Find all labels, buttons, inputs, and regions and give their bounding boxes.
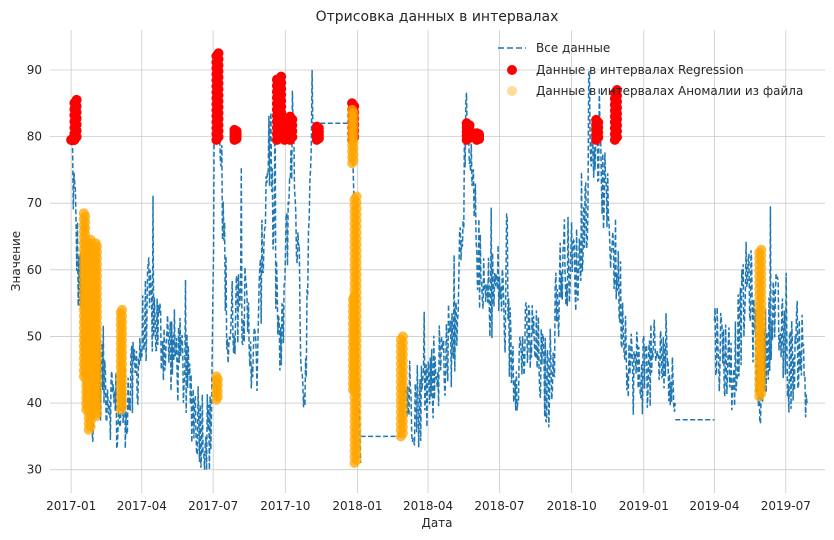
y-tick-label: 70 — [27, 196, 42, 210]
x-tick-label: 2019-04 — [689, 499, 739, 513]
all-data-line-segment — [713, 206, 808, 424]
x-tick-label: 2019-07 — [761, 499, 811, 513]
legend-swatch-anomaly — [507, 86, 517, 96]
all-data-line-segment — [70, 69, 314, 470]
x-axis-ticks: 2017-01 2017-04 2017-07 2017-10 2018-01 2018-… — [46, 499, 811, 513]
legend-label-anomaly: Данные в интервалах Аномалии из файла — [536, 84, 803, 98]
chart-title: Отрисовка данных в интервалах — [316, 9, 559, 25]
legend-swatch-regression — [507, 65, 517, 75]
regression-point — [276, 71, 287, 82]
anomaly-point — [756, 244, 767, 255]
regression-point — [285, 111, 296, 122]
x-tick-label: 2017-10 — [260, 499, 310, 513]
anomaly-point — [347, 104, 358, 115]
y-tick-label: 60 — [27, 263, 42, 277]
regression-point — [471, 128, 482, 139]
regression-point — [591, 114, 602, 125]
regression-point — [71, 94, 82, 105]
x-tick-label: 2018-10 — [547, 499, 597, 513]
x-tick-label: 2018-01 — [332, 499, 382, 513]
anomaly-point — [397, 331, 408, 342]
regression-point — [612, 85, 622, 95]
y-tick-label: 50 — [27, 329, 42, 343]
x-tick-label: 2018-04 — [403, 499, 453, 513]
legend-label-all-data: Все данные — [536, 41, 610, 55]
y-tick-label: 80 — [27, 130, 42, 144]
y-tick-label: 90 — [27, 63, 42, 77]
x-tick-label: 2018-07 — [474, 499, 524, 513]
regression-point — [311, 121, 322, 132]
anomaly-point — [351, 191, 362, 202]
y-axis-ticks: 30 40 50 60 70 80 90 — [27, 63, 42, 477]
anomaly-point — [78, 208, 89, 219]
series-anomaly — [78, 104, 767, 468]
legend: Все данные Данные в интервалах Regressio… — [498, 41, 803, 98]
plot-background — [50, 30, 825, 493]
x-tick-label: 2019-01 — [619, 499, 669, 513]
x-tick-label: 2017-07 — [188, 499, 238, 513]
x-tick-label: 2017-04 — [117, 499, 167, 513]
x-axis-label: Дата — [421, 516, 452, 530]
regression-point — [461, 118, 472, 129]
grid — [50, 30, 825, 493]
x-tick-label: 2017-01 — [46, 499, 96, 513]
regression-point — [229, 124, 240, 135]
y-tick-label: 40 — [27, 396, 42, 410]
anomaly-point — [90, 238, 101, 249]
all-data-line-segment — [399, 70, 676, 448]
anomaly-point — [211, 371, 222, 382]
anomaly-point — [117, 304, 128, 315]
legend-label-regression: Данные в интервалах Regression — [536, 63, 744, 77]
y-axis-label: Значение — [9, 231, 23, 291]
y-tick-label: 30 — [27, 463, 42, 477]
regression-point — [213, 48, 224, 59]
